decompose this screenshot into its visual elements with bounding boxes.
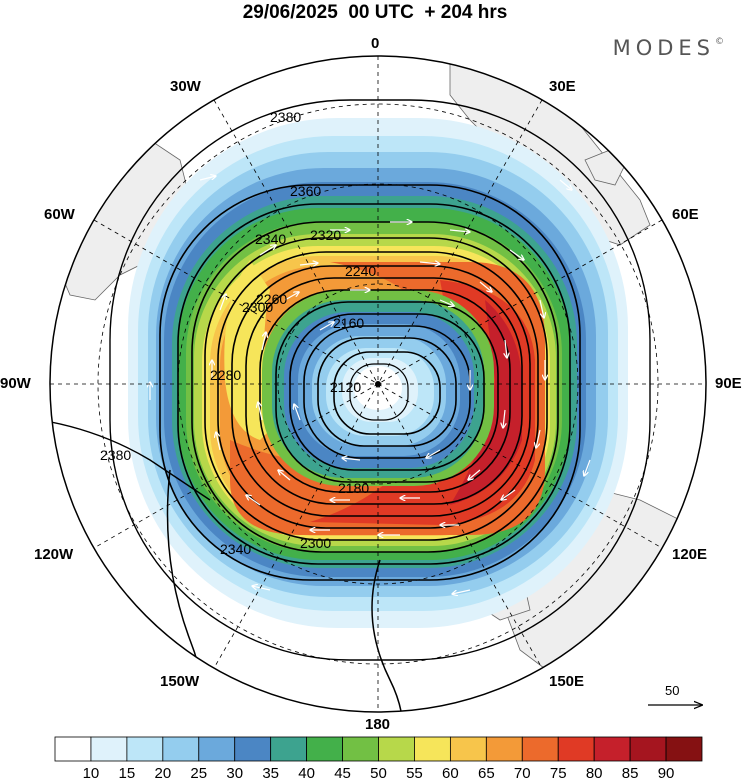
colorbar-swatch bbox=[342, 736, 379, 762]
colorbar-tick-label: 65 bbox=[477, 765, 495, 782]
lon-label-30e: 30E bbox=[549, 78, 576, 95]
map-title: 29/06/2025 00 UTC + 204 hrs bbox=[242, 2, 508, 23]
colorbar-tick-label: 30 bbox=[226, 765, 244, 782]
colorbar-swatch bbox=[162, 736, 200, 762]
contour-label: 2260 bbox=[256, 291, 287, 307]
colorbar-swatch bbox=[198, 736, 236, 762]
colorbar-swatch bbox=[593, 736, 631, 762]
lon-label-30w: 30W bbox=[170, 78, 201, 95]
vector-scale-label: 50 bbox=[665, 683, 680, 698]
lon-label-60w: 60W bbox=[44, 206, 75, 223]
contour-label: 2240 bbox=[345, 263, 376, 279]
colorbar-tick-label: 15 bbox=[118, 765, 136, 782]
lon-label-120e: 120E bbox=[672, 546, 708, 563]
contour-label: 2380 bbox=[100, 447, 131, 463]
lon-label-150w: 150W bbox=[160, 673, 200, 690]
contour-label: 2380 bbox=[270, 109, 301, 125]
geopotential-contours bbox=[50, 99, 651, 661]
colorbar-swatch bbox=[126, 736, 164, 762]
contour-label: 2160 bbox=[333, 315, 364, 331]
wind-vectors bbox=[150, 176, 591, 594]
colorbar-tick-label: 20 bbox=[154, 765, 172, 782]
colorbar-swatch bbox=[270, 736, 308, 762]
colorbar-tick-label: 70 bbox=[513, 765, 531, 782]
colorbar-tick-label: 75 bbox=[549, 765, 567, 782]
colorbar-tick-label: 55 bbox=[406, 765, 423, 782]
colorbar-tick-label: 50 bbox=[370, 765, 387, 782]
colorbar-swatch bbox=[234, 736, 272, 762]
contour-label: 2180 bbox=[338, 480, 369, 496]
colorbar-swatch bbox=[449, 736, 487, 762]
colorbar-tick-label: 90 bbox=[657, 765, 675, 782]
contour-labels: 2380 2360 2340 2320 2300 2280 2260 2240 … bbox=[100, 109, 376, 557]
colorbar-swatch bbox=[521, 736, 559, 762]
colorbar-tick-label: 40 bbox=[298, 765, 315, 782]
colorbar-tick-label: 60 bbox=[442, 765, 459, 782]
colorbar-swatch bbox=[665, 736, 703, 762]
colorbar bbox=[54, 736, 703, 762]
colorbar-tick-label: 25 bbox=[190, 765, 208, 782]
lon-label-180: 180 bbox=[365, 716, 391, 733]
colorbar-swatch bbox=[378, 736, 415, 762]
colorbar-swatch bbox=[557, 736, 595, 762]
colorbar-tick-label: 10 bbox=[82, 765, 100, 782]
brand-logo: MODES© bbox=[612, 36, 724, 60]
lon-label-90w: 90W bbox=[0, 375, 31, 392]
map-boundary bbox=[49, 55, 707, 713]
colorbar-tick-label: 35 bbox=[262, 765, 279, 782]
contour-label: 2320 bbox=[310, 227, 341, 243]
contour-label: 2340 bbox=[255, 231, 286, 247]
contour-label: 2300 bbox=[300, 535, 331, 551]
contour-label: 2280 bbox=[210, 367, 241, 383]
contour-label: 2300 bbox=[242, 299, 273, 315]
colorbar-swatch bbox=[414, 736, 451, 762]
colorbar-swatch bbox=[54, 736, 92, 762]
colorbar-swatch bbox=[485, 736, 523, 762]
colorbar-swatch bbox=[90, 736, 128, 762]
colorbar-tick-label: 85 bbox=[621, 765, 639, 782]
lon-label-120w: 120W bbox=[34, 546, 74, 563]
lon-label-150e: 150E bbox=[549, 673, 585, 690]
lon-label-0: 0 bbox=[371, 35, 380, 52]
colorbar-tick-label: 45 bbox=[334, 765, 351, 782]
colorbar-swatch bbox=[306, 736, 343, 762]
lon-label-90e: 90E bbox=[715, 375, 742, 392]
lon-label-60e: 60E bbox=[672, 206, 699, 223]
colorbar-tick-label: 80 bbox=[585, 765, 603, 782]
contour-label: 2360 bbox=[290, 183, 321, 199]
colorbar-swatch bbox=[629, 736, 667, 762]
contour-label: 2340 bbox=[220, 541, 251, 557]
contour-label: 2120 bbox=[330, 379, 361, 395]
